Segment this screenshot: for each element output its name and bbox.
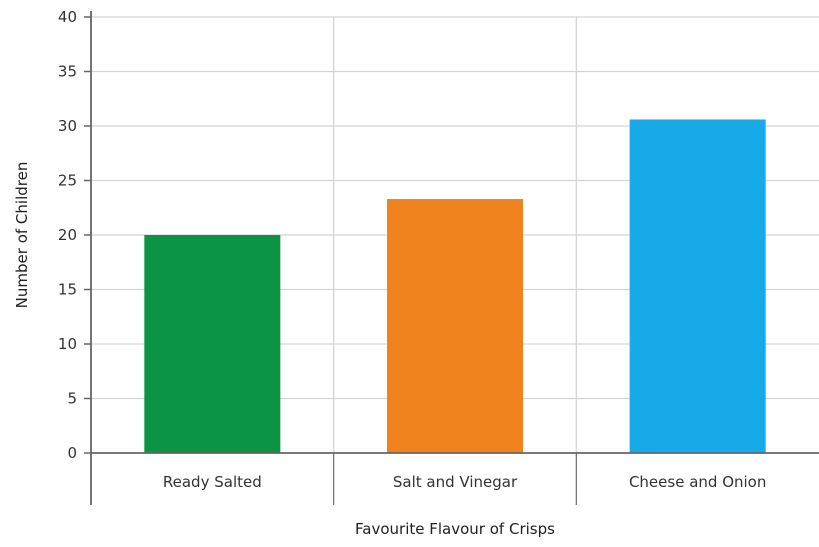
x-axis-title: Favourite Flavour of Crisps xyxy=(355,520,555,538)
y-tick-label: 0 xyxy=(67,444,77,462)
y-tick-label: 20 xyxy=(58,226,77,244)
category-dividers xyxy=(333,17,577,453)
y-axis-title: Number of Children xyxy=(13,162,31,309)
y-tick-label: 35 xyxy=(58,63,77,81)
axes xyxy=(84,11,819,505)
y-tick-label: 15 xyxy=(58,281,77,299)
y-tick-label: 40 xyxy=(58,8,77,26)
y-tick-label: 25 xyxy=(58,172,77,190)
x-category-labels: Ready Salted Salt and Vinegar Cheese and O… xyxy=(163,473,766,491)
y-tick-label: 5 xyxy=(67,390,77,408)
x-category-label: Cheese and Onion xyxy=(629,473,766,491)
y-tick-label: 10 xyxy=(58,335,77,353)
bar-salt-and-vinegar xyxy=(387,199,523,453)
bars xyxy=(144,119,766,454)
y-tick-labels: 0 5 10 15 20 25 30 35 40 xyxy=(58,8,77,462)
bar-ready-salted xyxy=(144,235,281,453)
x-category-label: Ready Salted xyxy=(163,473,262,491)
x-category-label: Salt and Vinegar xyxy=(393,473,518,491)
bar-cheese-and-onion xyxy=(629,119,766,454)
y-tick-label: 30 xyxy=(58,117,77,135)
